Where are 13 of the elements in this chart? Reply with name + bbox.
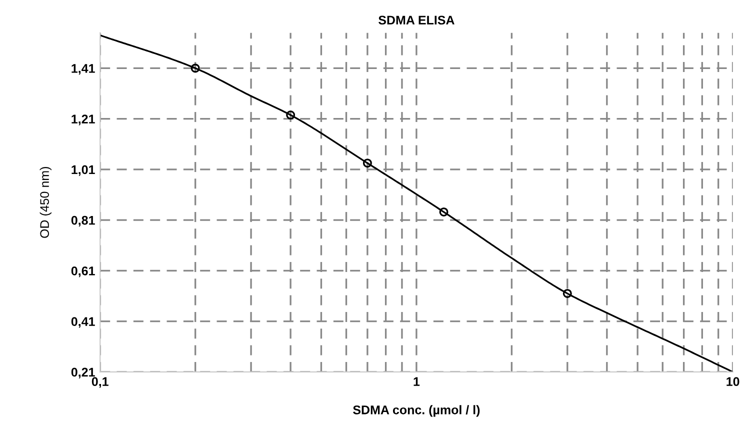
y-tick-label: 0,41 xyxy=(71,317,95,328)
y-tick-label: 0,81 xyxy=(71,216,95,227)
y-axis-title: OD (450 nm) xyxy=(40,167,52,238)
x-tick-label: 1 xyxy=(414,377,420,386)
x-axis-title: SDMA conc. (µmol / l) xyxy=(353,405,480,417)
x-tick-label: 0,1 xyxy=(92,377,108,388)
y-tick-label: 1,01 xyxy=(72,165,95,176)
y-tick-label: 1,21 xyxy=(72,114,95,126)
y-tick-label: 1,41 xyxy=(72,64,95,75)
y-tick-label: 0,61 xyxy=(71,266,95,278)
chart-title: SDMA ELISA xyxy=(378,16,454,25)
y-tick-label: 0,21 xyxy=(71,368,95,378)
x-tick-label: 10 xyxy=(726,377,740,386)
